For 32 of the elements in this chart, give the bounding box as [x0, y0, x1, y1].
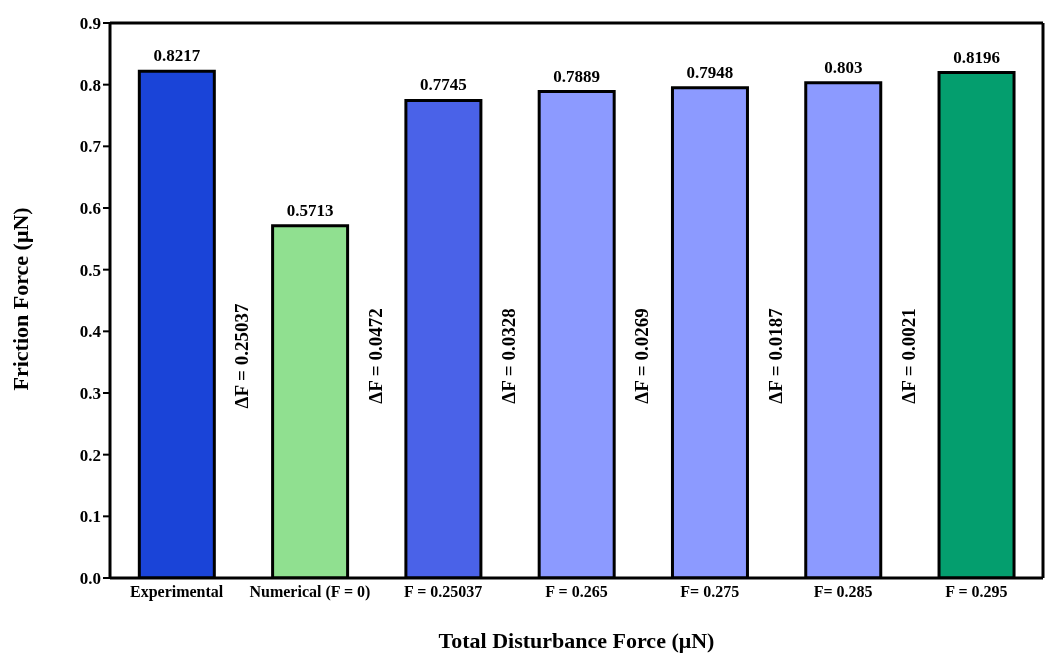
- y-tick-label: 0.6: [79, 199, 101, 219]
- x-tick-label: F = 0.25037: [404, 583, 483, 601]
- y-tick-label: 0.7: [79, 137, 102, 157]
- y-tick-label: 0.5: [79, 260, 101, 280]
- annotation: ΔF = 0.0187: [764, 307, 786, 404]
- data-label: 0.8217: [153, 46, 201, 66]
- x-tick-label: F = 0.265: [545, 583, 608, 601]
- data-label: 0.8196: [953, 47, 1000, 67]
- y-axis-title: Friction Force (μN): [7, 207, 33, 391]
- annotation: ΔF = 0.0472: [364, 308, 386, 404]
- data-label: 0.803: [824, 57, 863, 77]
- y-tick-label: 0.1: [79, 507, 101, 527]
- x-tick-label: F= 0.275: [680, 583, 740, 601]
- data-label: 0.7745: [420, 75, 467, 95]
- annotation: ΔF = 0.0021: [897, 308, 919, 404]
- y-tick-label: 0.2: [79, 445, 101, 465]
- y-tick-label: 0.8: [79, 75, 101, 95]
- y-tick-label: 0.3: [79, 384, 101, 404]
- x-tick-label: Numerical (F = 0): [249, 583, 371, 602]
- x-axis-title: Total Disturbance Force (μN): [438, 628, 715, 653]
- y-tick-label: 0.4: [79, 322, 102, 342]
- x-tick-label: F = 0.295: [945, 583, 1008, 601]
- annotation: ΔF = 0.25037: [231, 303, 253, 409]
- annotation: ΔF = 0.0269: [631, 308, 653, 404]
- data-label: 0.5713: [286, 200, 334, 220]
- annotation: ΔF = 0.0328: [498, 308, 519, 404]
- y-tick-label: 0.0: [79, 569, 101, 589]
- y-tick-label: 0.9: [79, 14, 101, 34]
- data-label: 0.7889: [553, 66, 601, 86]
- data-label: 0.7948: [686, 62, 734, 82]
- x-tick-label: F= 0.285: [813, 583, 873, 601]
- x-tick-label: Experimental: [129, 583, 224, 602]
